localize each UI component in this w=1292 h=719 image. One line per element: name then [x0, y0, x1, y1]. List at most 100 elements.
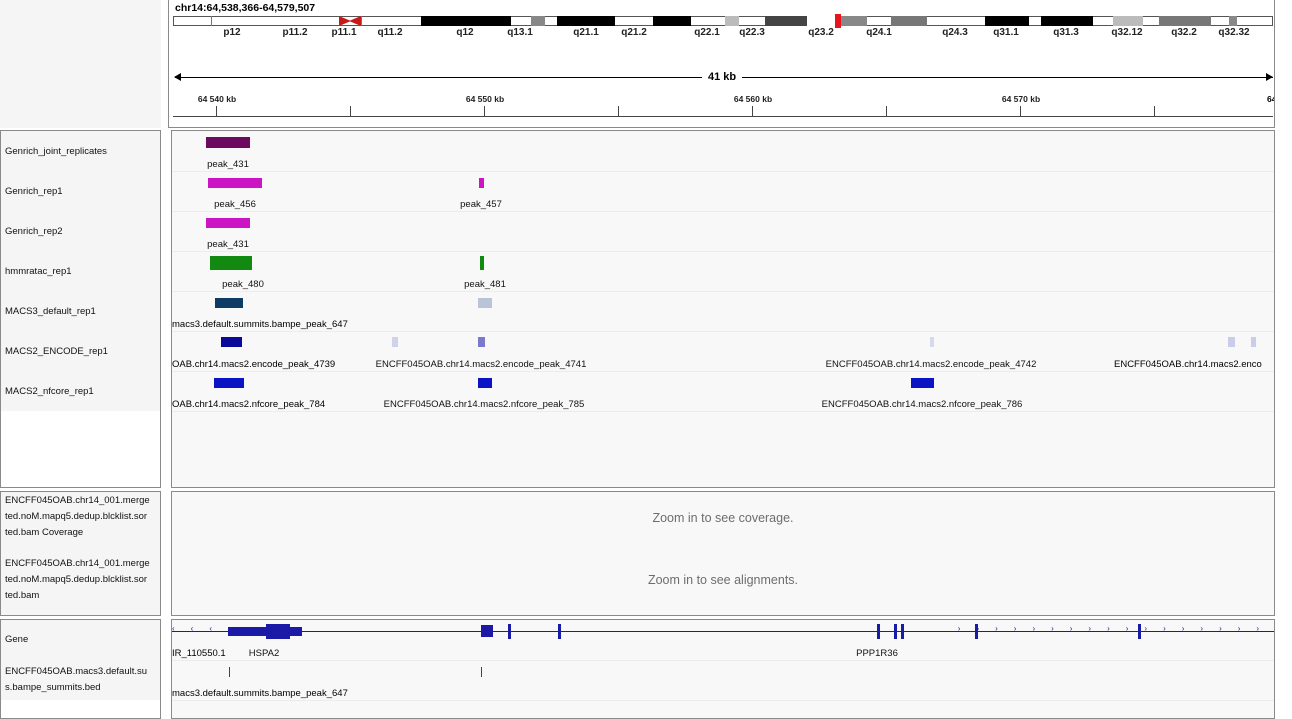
peak-feature[interactable]: [480, 256, 484, 270]
band-label: q24.3: [942, 27, 968, 38]
row-separator: [172, 331, 1274, 332]
coverage-track-name[interactable]: ted.noM.mapq5.dedup.blcklist.sor: [5, 511, 148, 522]
gene-backbone: [172, 631, 1274, 632]
track-name[interactable]: Genrich_rep1: [5, 186, 63, 197]
band-q32-32: [1229, 16, 1237, 26]
band-label: q23.2: [808, 27, 834, 38]
peak-feature[interactable]: [478, 337, 485, 347]
feature-tracks-panel[interactable]: ‹‹‹‹‹ ››››››››››››››››››››››››››››››››››…: [171, 619, 1275, 719]
bam-track-name[interactable]: ENCFF045OAB.chr14_001.merge: [5, 558, 150, 569]
peak-feature[interactable]: [206, 218, 250, 228]
band-label: q32.12: [1111, 27, 1143, 38]
header-panel: chr14:64,538,366-64,579,507 p12 p11.2 p1…: [168, 0, 1275, 128]
track-name[interactable]: MACS2_ENCODE_rep1: [5, 346, 108, 357]
track-name[interactable]: Genrich_joint_replicates: [5, 146, 107, 157]
band-label: q11.2: [377, 27, 403, 38]
band-q22-3: [765, 16, 807, 26]
ruler-tick-label: 64 540 kb: [197, 94, 237, 104]
name-panel-blank: [1, 700, 160, 718]
peak-label: peak_480: [222, 279, 264, 290]
coverage-track-name[interactable]: ted.bam Coverage: [5, 527, 84, 538]
band-label: q21.1: [573, 27, 599, 38]
peak-feature[interactable]: [911, 378, 934, 388]
peak-tracks-panel[interactable]: peak_431 peak_456 peak_457 peak_431 peak…: [171, 130, 1275, 488]
band-q11-2: [361, 16, 362, 26]
peak-feature[interactable]: [221, 337, 242, 347]
band-label: q31.3: [1053, 27, 1079, 38]
peak-feature[interactable]: [214, 378, 244, 388]
peak-label: ENCFF045OAB.chr14.macs2.encode_peak_4741: [375, 359, 587, 370]
ruler-tick: [216, 106, 217, 116]
band-label: p11.2: [282, 27, 308, 38]
ruler-tick-label: 64 560 kb: [733, 94, 773, 104]
track-name[interactable]: hmmratac_rep1: [5, 266, 72, 277]
gene-exon[interactable]: [975, 624, 978, 639]
span-arrow-right-icon: [1266, 73, 1273, 81]
track-name[interactable]: MACS2_nfcore_rep1: [5, 386, 94, 397]
track-name[interactable]: MACS3_default_rep1: [5, 306, 96, 317]
peak-feature[interactable]: [930, 337, 934, 347]
alignment-panel[interactable]: Zoom in to see coverage. Zoom in to see …: [171, 491, 1275, 616]
span-label: 41 kb: [702, 71, 743, 83]
summits-track-name[interactable]: ENCFF045OAB.macs3.default.su: [5, 666, 148, 677]
band-label: q32.32: [1218, 27, 1250, 38]
gene-exon[interactable]: [894, 624, 897, 639]
peak-feature[interactable]: [210, 256, 252, 270]
row-separator: [172, 371, 1274, 372]
gene-exon[interactable]: [228, 627, 302, 636]
gene-exon[interactable]: [266, 624, 290, 639]
peak-feature[interactable]: [215, 298, 243, 308]
peak-label: peak_457: [460, 199, 502, 210]
coverage-track-name[interactable]: ENCFF045OAB.chr14_001.merge: [5, 495, 150, 506]
ruler-baseline: [173, 116, 1273, 117]
band-label: q32.2: [1171, 27, 1197, 38]
peak-label: peak_431: [207, 239, 249, 250]
feature-names-panel: Gene ENCFF045OAB.macs3.default.su s.bamp…: [0, 619, 161, 719]
gene-label: IR_110550.1: [172, 648, 226, 659]
bam-track-name[interactable]: ted.bam: [5, 590, 40, 601]
track-name[interactable]: Genrich_rep2: [5, 226, 63, 237]
name-panel-blank: [1, 411, 160, 487]
gene-exon[interactable]: [877, 624, 880, 639]
chromosome-ideogram[interactable]: [173, 16, 1273, 26]
peak-label: peak_481: [464, 279, 506, 290]
band-q13-1: [531, 16, 545, 26]
current-region-marker: [835, 14, 841, 28]
peak-label: peak_456: [214, 199, 256, 210]
summit-feature[interactable]: [481, 667, 482, 677]
peak-feature[interactable]: [1228, 337, 1235, 347]
peak-feature[interactable]: [392, 337, 398, 347]
peak-feature[interactable]: [1251, 337, 1256, 347]
summit-feature[interactable]: [229, 667, 230, 677]
bam-track-name[interactable]: ted.noM.mapq5.dedup.blcklist.sor: [5, 574, 148, 585]
peak-feature[interactable]: [479, 178, 484, 188]
peak-track-names-panel: Genrich_joint_replicates Genrich_rep1 Ge…: [0, 130, 161, 488]
band-label: p12: [223, 27, 241, 38]
ruler-tick: [484, 106, 485, 116]
alignment-message: Zoom in to see alignments.: [647, 573, 799, 587]
gene-exon[interactable]: [508, 624, 511, 639]
band-q31-3: [1041, 16, 1093, 26]
gene-exon[interactable]: [558, 624, 561, 639]
gene-exon[interactable]: [901, 624, 904, 639]
empty-track-area: [172, 411, 1274, 487]
gene-track-name[interactable]: Gene: [5, 634, 29, 645]
row-separator: [172, 700, 1274, 701]
summits-track-name[interactable]: s.bampe_summits.bed: [5, 682, 101, 693]
ruler-tick: [1154, 106, 1155, 116]
peak-feature[interactable]: [208, 178, 262, 188]
band-q24-1: [841, 16, 867, 26]
gene-exon[interactable]: [1138, 624, 1141, 639]
band-label: p11.1: [331, 27, 357, 38]
peak-feature[interactable]: [478, 378, 492, 388]
band-q24-1b: [891, 16, 927, 26]
band-label: q13.1: [507, 27, 533, 38]
ruler-tick: [752, 106, 753, 116]
peak-label: ENCFF045OAB.chr14.macs2.nfcore_peak_786: [821, 399, 1023, 410]
ruler-tick: [618, 106, 619, 116]
centromere-right: [349, 16, 361, 26]
peak-label: macs3.default.summits.bampe_peak_647: [172, 319, 348, 330]
gene-exon[interactable]: [481, 625, 493, 637]
peak-feature[interactable]: [206, 137, 250, 148]
peak-feature[interactable]: [478, 298, 492, 308]
